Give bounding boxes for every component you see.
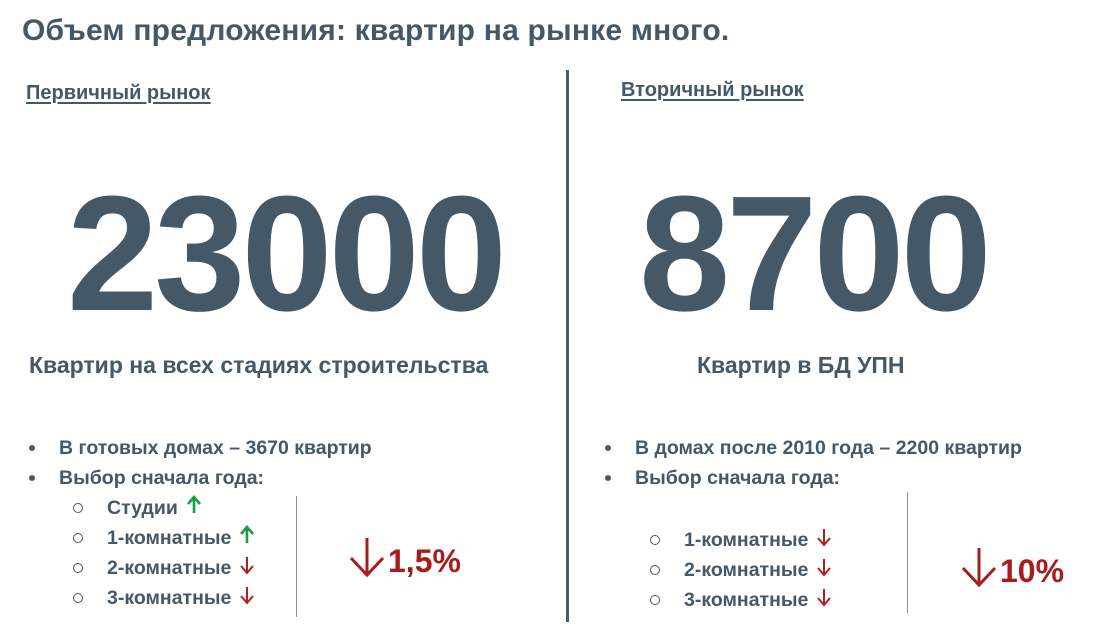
- arrow-down-icon: [348, 536, 386, 586]
- list-item: 3-комнатные: [650, 585, 832, 615]
- slide-title: Объем предложения: квартир на рынке мног…: [22, 14, 730, 47]
- primary-caption: Квартир на всех стадиях строительства: [29, 352, 489, 378]
- arrow-down-icon: [239, 555, 255, 581]
- list-item: Выбор сначала года:: [605, 463, 1022, 493]
- primary-heading: Первичный рынок: [26, 82, 211, 104]
- primary-number: 23000: [67, 162, 507, 345]
- secondary-number: 8700: [639, 162, 992, 345]
- secondary-subitems: 1-комнатные 2-комнатные 3-комнатные: [650, 525, 832, 615]
- list-item: В домах после 2010 года – 2200 квартир: [605, 433, 1022, 463]
- bullet-icon: [29, 475, 35, 481]
- circle-bullet-icon: [650, 595, 660, 605]
- secondary-bullets: В домах после 2010 года – 2200 квартир В…: [605, 433, 1022, 493]
- list-item: 1-комнатные: [650, 525, 832, 555]
- circle-bullet-icon: [73, 563, 83, 573]
- list-item: 1-комнатные: [73, 523, 255, 553]
- primary-change: 1,5%: [348, 536, 461, 586]
- secondary-change-value: 10%: [1000, 552, 1065, 589]
- list-item: Студии: [73, 493, 255, 523]
- list-item: 2-комнатные: [73, 553, 255, 583]
- arrow-down-icon: [816, 527, 832, 553]
- primary-change-value: 1,5%: [388, 542, 461, 579]
- circle-bullet-icon: [650, 565, 660, 575]
- bullet-icon: [605, 475, 611, 481]
- list-item: 3-комнатные: [73, 583, 255, 613]
- primary-bullets: В готовых домах – 3670 квартир Выбор сна…: [29, 433, 372, 493]
- circle-bullet-icon: [650, 535, 660, 545]
- circle-bullet-icon: [73, 503, 83, 513]
- arrow-up-icon: [186, 495, 202, 521]
- bullet-icon: [605, 445, 611, 451]
- arrow-down-icon: [816, 587, 832, 613]
- list-item: 2-комнатные: [650, 555, 832, 585]
- list-item: Выбор сначала года:: [29, 463, 372, 493]
- secondary-caption: Квартир в БД УПН: [697, 352, 905, 378]
- circle-bullet-icon: [73, 593, 83, 603]
- center-divider: [566, 70, 569, 622]
- primary-subitems: Студии 1-комнатные 2-комнатные 3-комнатн…: [73, 493, 255, 613]
- separator-line: [907, 492, 908, 613]
- circle-bullet-icon: [73, 533, 83, 543]
- arrow-down-icon: [239, 585, 255, 611]
- arrow-down-icon: [960, 546, 998, 596]
- separator-line: [296, 496, 297, 617]
- bullet-icon: [29, 445, 35, 451]
- secondary-change: 10%: [960, 546, 1064, 596]
- list-item: В готовых домах – 3670 квартир: [29, 433, 372, 463]
- arrow-down-icon: [816, 557, 832, 583]
- arrow-up-icon: [239, 525, 255, 551]
- secondary-heading: Вторичный рынок: [621, 79, 804, 101]
